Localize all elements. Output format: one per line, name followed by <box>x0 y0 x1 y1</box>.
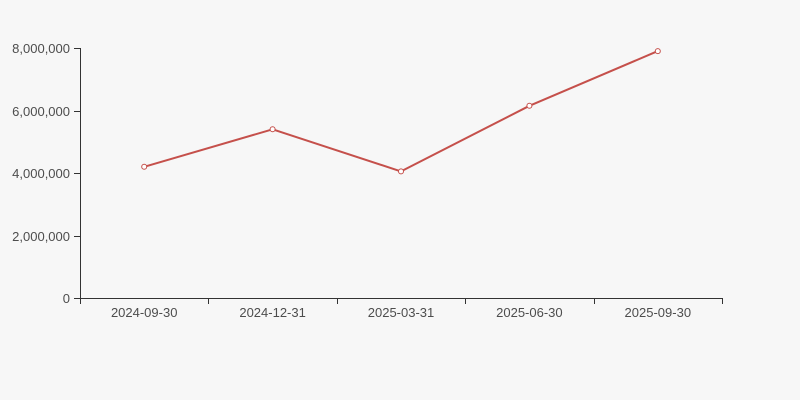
data-point-marker <box>526 102 533 109</box>
series-line <box>143 50 659 173</box>
x-axis-tick-label: 2025-06-30 <box>496 305 563 320</box>
data-point-marker <box>398 168 404 175</box>
y-axis-tick-label: 6,000,000 <box>12 104 70 119</box>
x-axis-tick-label: 2024-09-30 <box>111 305 178 320</box>
data-point-marker <box>269 126 276 133</box>
y-axis-tick-label: 8,000,000 <box>12 41 70 56</box>
y-axis-tick-label: 0 <box>63 291 70 306</box>
y-axis-tick-label: 4,000,000 <box>12 166 70 181</box>
data-point-marker <box>654 48 661 55</box>
x-axis-tick-label: 2025-03-31 <box>368 305 435 320</box>
data-point-marker <box>141 163 148 170</box>
y-axis-tick-label: 2,000,000 <box>12 229 70 244</box>
x-axis-tick-label: 2025-09-30 <box>625 305 692 320</box>
x-axis-tick-label: 2024-12-31 <box>239 305 306 320</box>
